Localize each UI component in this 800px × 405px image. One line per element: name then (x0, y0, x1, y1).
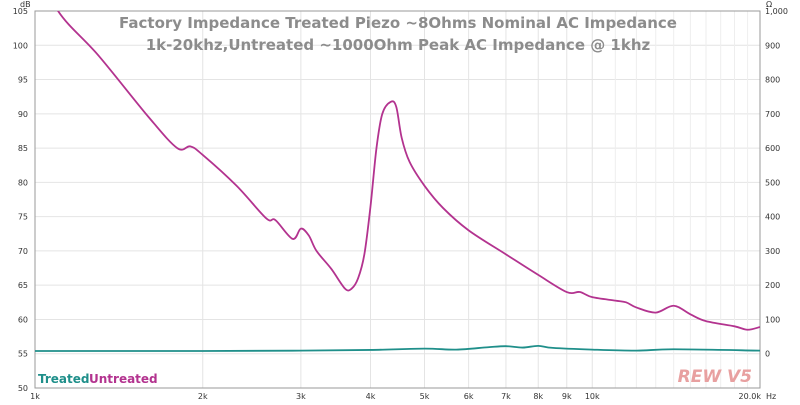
right-tick-label: 600 (765, 144, 780, 153)
series-lines (35, 11, 760, 352)
x-tick-label: 3k (296, 392, 306, 401)
x-tick-label: 2k (198, 392, 208, 401)
x-tick-label: 8k (533, 392, 543, 401)
x-axis-ticks: 1k 2k 3k 4k 5k 6k 7k 8k 9k 10k 20.0k (30, 392, 761, 401)
right-tick-label: 700 (765, 110, 780, 119)
left-axis-label: dB (20, 0, 31, 9)
x-axis-label: Hz (766, 392, 776, 401)
right-tick-label: 400 (765, 213, 780, 222)
x-tick-label: 20.0k (739, 392, 762, 401)
right-tick-label: 300 (765, 247, 780, 256)
left-tick-label: 80 (18, 178, 28, 187)
left-tick-label: 60 (18, 315, 28, 324)
left-tick-label: 95 (18, 76, 28, 85)
legend: Treated Untreated (38, 372, 158, 386)
right-tick-label: 500 (765, 178, 780, 187)
chart-title-line-2: 1k-20khz,Untreated ~1000Ohm Peak AC Impe… (146, 36, 651, 54)
right-tick-label: 800 (765, 76, 780, 85)
left-tick-label: 105 (13, 7, 28, 16)
right-tick-label: 900 (765, 41, 780, 50)
x-tick-label: 10k (585, 392, 600, 401)
x-tick-label: 1k (30, 392, 40, 401)
left-tick-label: 75 (18, 213, 28, 222)
right-tick-label: 100 (765, 315, 780, 324)
x-tick-label: 9k (562, 392, 572, 401)
x-tick-label: 5k (420, 392, 430, 401)
left-tick-label: 55 (18, 350, 28, 359)
right-tick-label: 1,000 (765, 7, 788, 16)
series-line-untreated (57, 11, 760, 331)
plot-background (35, 11, 760, 388)
right-axis-label: Ω (766, 0, 772, 9)
left-tick-label: 65 (18, 281, 28, 290)
right-tick-label: 200 (765, 281, 780, 290)
left-tick-label: 100 (13, 41, 28, 50)
chart-title-line-1: Factory Impedance Treated Piezo ~8Ohms N… (119, 14, 677, 32)
left-tick-label: 90 (18, 110, 28, 119)
legend-item-untreated: Untreated (89, 372, 158, 386)
plot-frame (34, 10, 761, 389)
legend-item-treated: Treated (38, 372, 90, 386)
series-line-treated (35, 344, 760, 352)
x-tick-label: 6k (464, 392, 474, 401)
right-tick-label: 0 (765, 350, 770, 359)
left-tick-label: 50 (18, 384, 28, 393)
left-axis-ticks: 50 55 60 65 70 75 80 85 90 95 100 105 (13, 7, 28, 393)
rew-watermark: REW V5 (678, 367, 752, 387)
x-tick-label: 4k (366, 392, 376, 401)
x-tick-label: 7k (501, 392, 511, 401)
left-tick-label: 70 (18, 247, 28, 256)
right-axis-ticks: 0 100 200 300 400 500 600 700 800 900 1,000 (765, 7, 788, 359)
left-tick-label: 85 (18, 144, 28, 153)
